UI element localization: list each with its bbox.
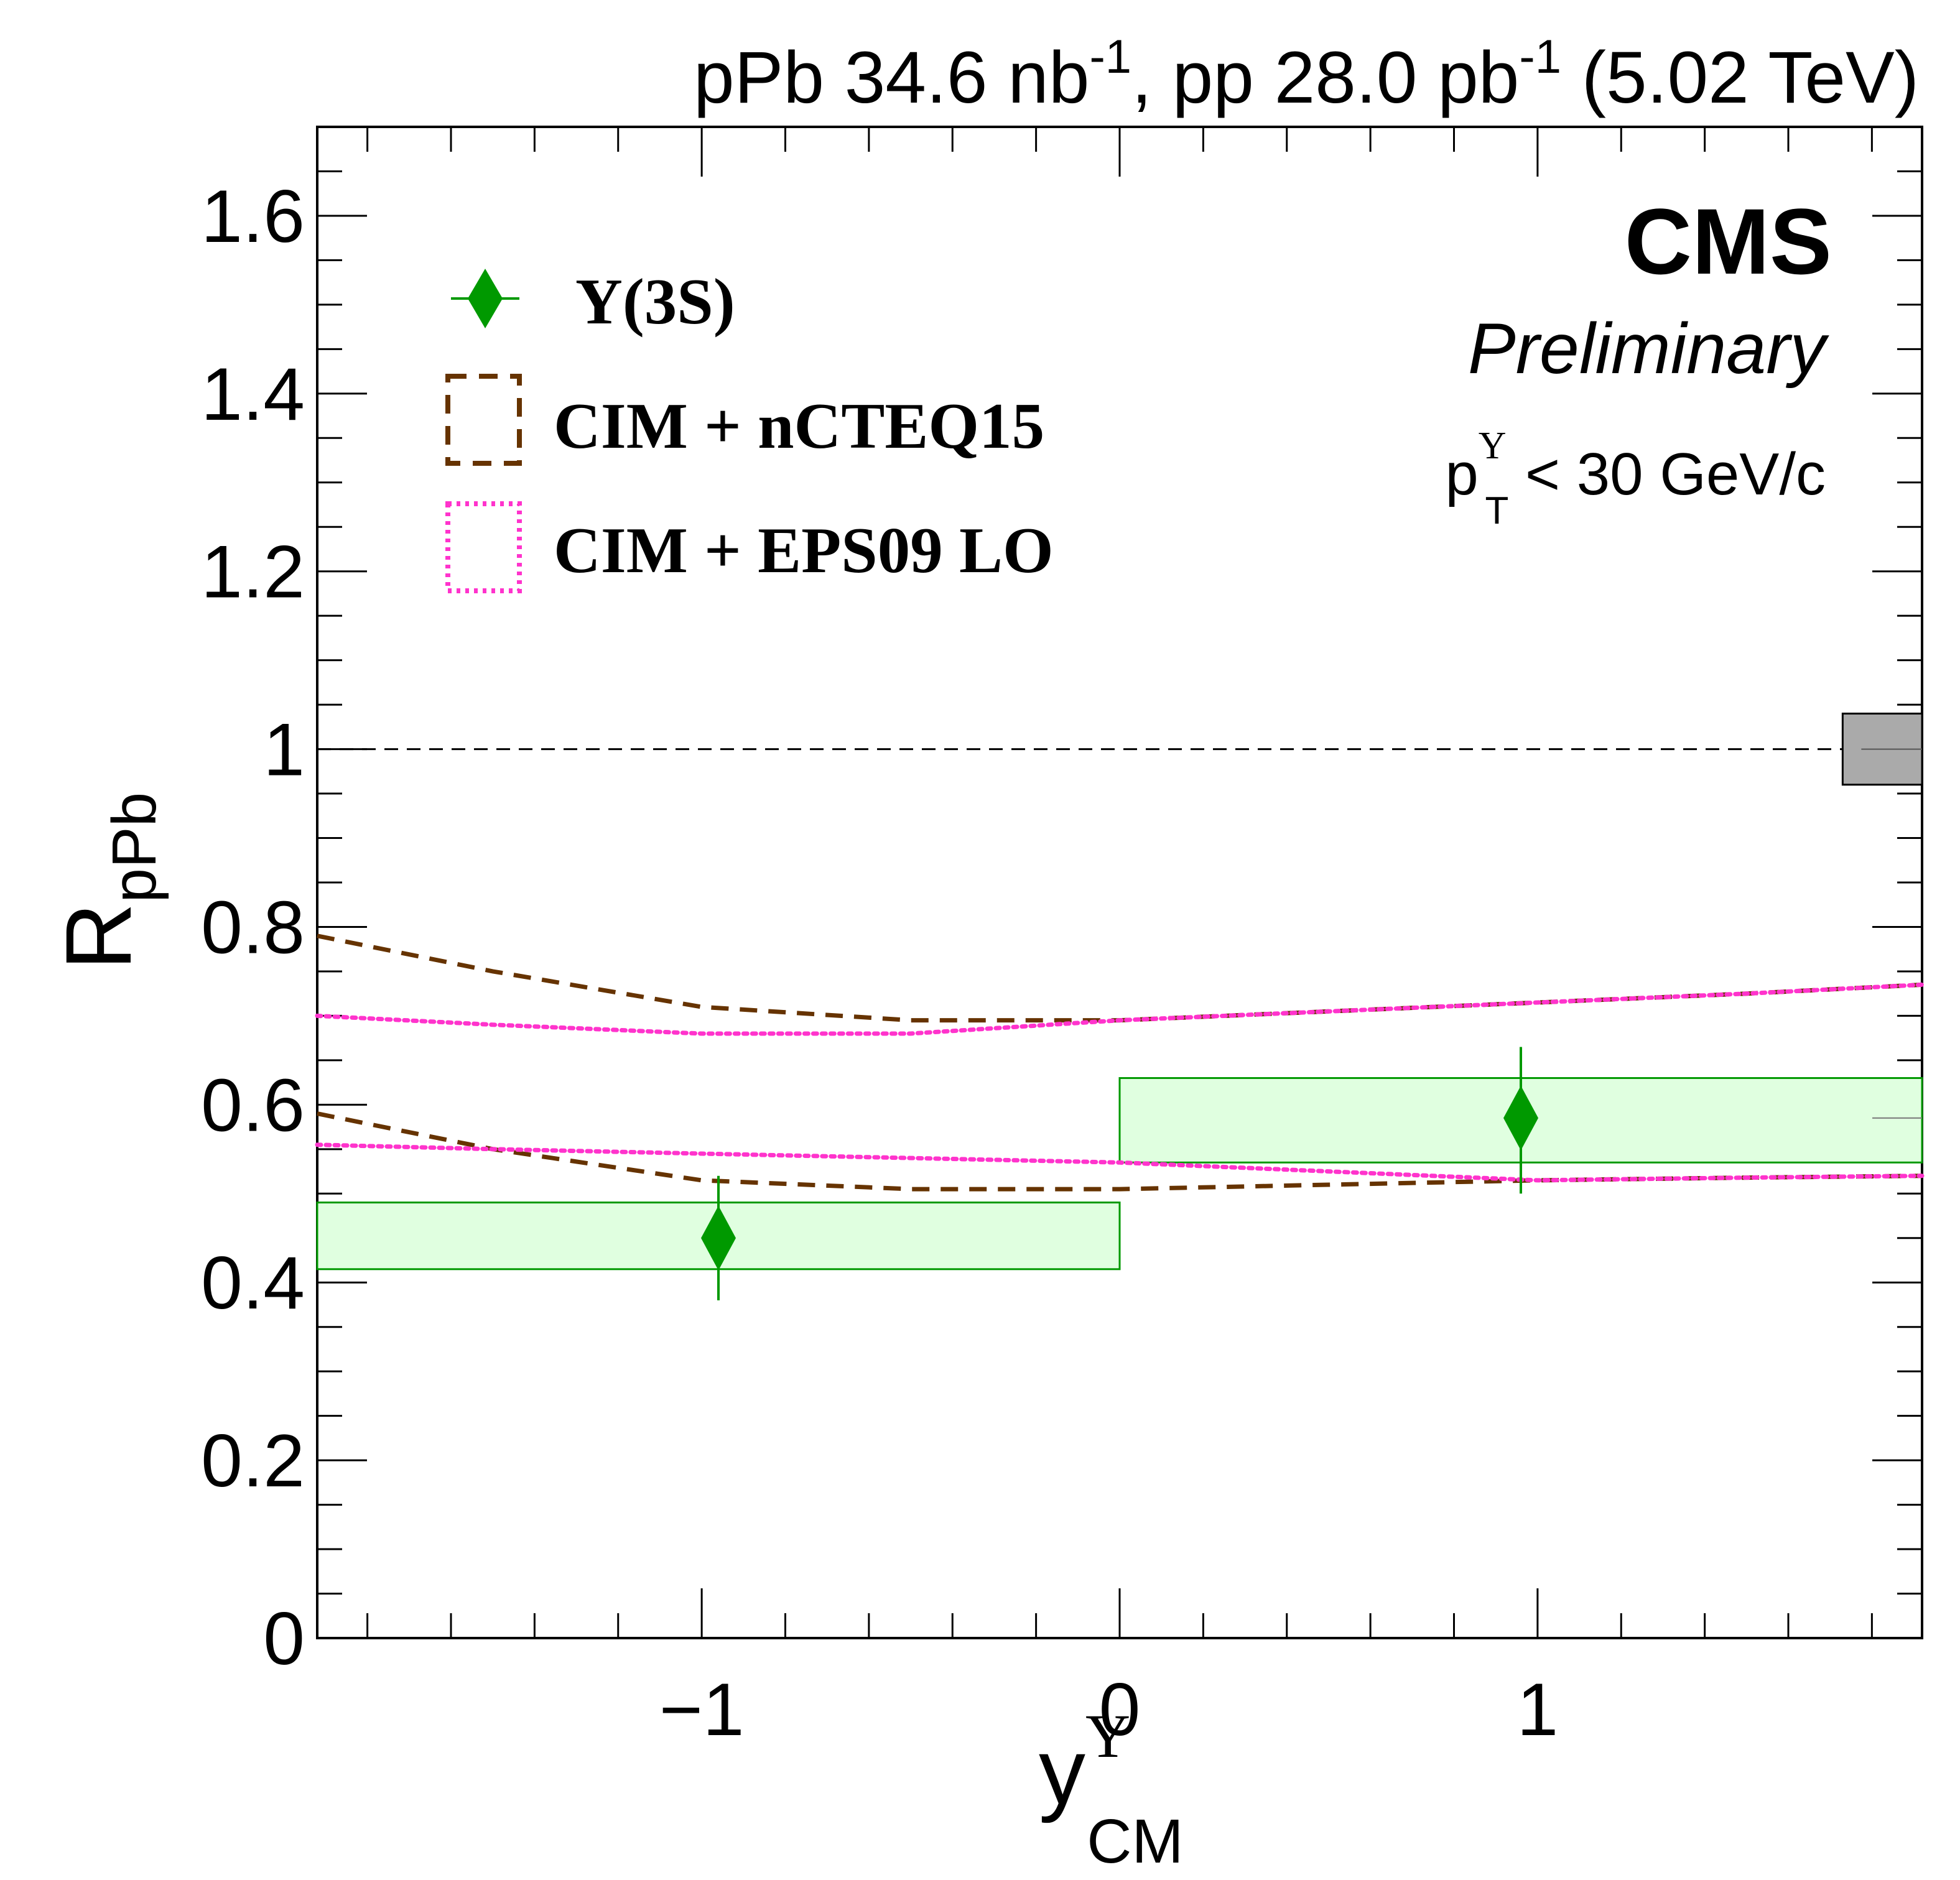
- y-tick-label: 0.2: [201, 1419, 305, 1503]
- x-tick-label: 1: [1517, 1668, 1559, 1751]
- x-axis-title: yΥ CM: [1039, 1702, 1184, 1876]
- data-point-diamond: [701, 1205, 736, 1271]
- y-tick-label: 1: [263, 708, 305, 792]
- ncteq15-upper-curve: [317, 933, 1923, 1023]
- data-points: [701, 1047, 1538, 1300]
- eps09-upper-curve: [315, 982, 1925, 1036]
- eps09-lower-curve: [315, 1142, 1925, 1183]
- y-tick-label: 0.6: [201, 1063, 305, 1147]
- y-tick-label: 0.4: [201, 1241, 305, 1325]
- tick-labels: 0 0.2 0.4 0.6 0.8 1 1.2 1.4 1.6 −1 0 1: [201, 175, 1558, 1751]
- reference-line: [317, 712, 1923, 786]
- header-luminosity: pPb 34.6 nb-1, pp 28.0 pb-1 (5.02 TeV): [694, 30, 1919, 119]
- data-point-diamond: [1503, 1085, 1538, 1151]
- x-tick-label: −1: [659, 1668, 745, 1751]
- cms-label: CMS: [1625, 189, 1832, 294]
- legend-dashed-box-icon: [445, 374, 522, 466]
- x-tick-label: 0: [1099, 1668, 1141, 1751]
- y-tick-label: 1.6: [201, 175, 305, 258]
- y-tick-label: 0: [263, 1597, 305, 1680]
- systematic-boxes: [316, 1077, 1923, 1271]
- legend-label-upsilon-3s: Υ(3S): [575, 265, 735, 338]
- legend-entry-eps09: CIM + EPS09 LO: [445, 501, 1054, 593]
- y-axis-title: RpPb: [46, 792, 169, 970]
- pt-cut-label: pΥ T < 30 GeV/c: [1445, 425, 1826, 532]
- y-tick-label: 1.2: [201, 530, 305, 614]
- ncteq15-lower-curve: [317, 1111, 1923, 1192]
- y-tick-label: 1.4: [201, 353, 305, 436]
- legend-entry-ncteq15: CIM + nCTEQ15: [445, 374, 1044, 466]
- legend: Υ(3S) CIM + nCTEQ15 CIM + EPS09 LO: [445, 265, 1054, 593]
- model-curves: [315, 933, 1925, 1192]
- legend-diamond-icon: [468, 269, 503, 328]
- legend-label-eps09: CIM + EPS09 LO: [554, 514, 1054, 586]
- legend-label-ncteq15: CIM + nCTEQ15: [554, 389, 1044, 462]
- legend-entry-upsilon-3s: Υ(3S): [451, 265, 735, 338]
- legend-dotted-box-icon: [445, 501, 522, 593]
- y-tick-label: 0.8: [201, 886, 305, 969]
- preliminary-label: Preliminary: [1468, 309, 1830, 389]
- axis-ticks: [317, 126, 1922, 1639]
